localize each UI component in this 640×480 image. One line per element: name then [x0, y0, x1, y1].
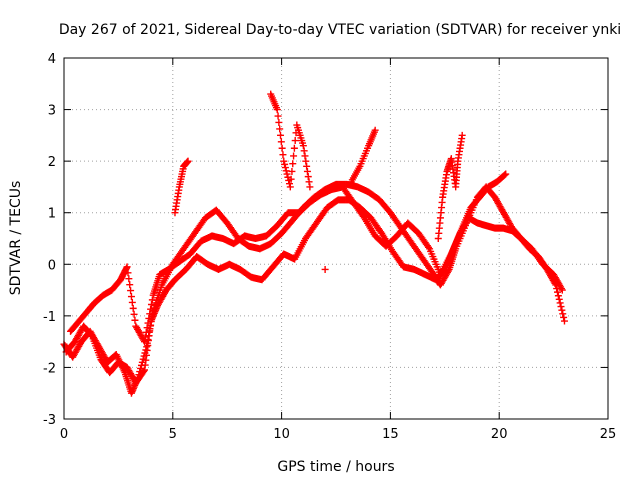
data-point: [129, 304, 137, 312]
data-point: [560, 313, 568, 321]
data-point: [126, 281, 134, 289]
data-point: [560, 317, 568, 325]
data-point: [501, 171, 509, 179]
x-tick-label: 0: [60, 427, 68, 442]
data-point: [502, 170, 510, 178]
data-point: [127, 287, 135, 295]
data-point: [424, 243, 432, 251]
y-tick-label: -3: [43, 413, 56, 428]
y-axis-label: SDTVAR / TECUs: [8, 181, 24, 296]
data-point: [305, 178, 313, 186]
data-point: [458, 135, 466, 143]
data-point: [554, 292, 562, 300]
y-tick-label: 4: [48, 52, 56, 67]
data-point: [140, 367, 148, 375]
data-point: [287, 175, 295, 183]
data-point: [552, 281, 560, 289]
data-point: [280, 157, 288, 165]
y-tick-label: 2: [48, 155, 56, 170]
data-point: [291, 137, 299, 145]
data-point: [370, 128, 378, 136]
data-point: [551, 279, 559, 287]
data-point: [277, 138, 285, 146]
data-point: [558, 306, 566, 314]
data-point: [556, 299, 564, 307]
data-point: [288, 167, 296, 175]
data-point: [130, 310, 138, 318]
y-tick-label: -2: [43, 361, 56, 376]
x-tick-label: 10: [273, 427, 290, 442]
data-point: [321, 265, 329, 273]
data-point: [124, 269, 132, 277]
data-point: [179, 165, 187, 173]
data-point: [141, 338, 149, 346]
data-point: [283, 170, 291, 178]
data-point: [555, 295, 563, 303]
data-point: [558, 286, 566, 294]
data-point: [304, 173, 312, 181]
data-point: [128, 298, 136, 306]
data-point: [123, 263, 131, 271]
y-tick-label: 1: [48, 207, 56, 222]
data-points: [60, 90, 568, 397]
data-point: [175, 186, 183, 194]
data-point: [125, 275, 133, 283]
data-point: [183, 158, 191, 166]
data-point: [553, 285, 561, 293]
data-point: [278, 144, 286, 152]
data-point: [303, 167, 311, 175]
data-point: [306, 183, 314, 191]
data-point: [289, 160, 297, 168]
x-tick-label: 15: [382, 427, 399, 442]
data-point: [290, 152, 298, 160]
data-point: [276, 125, 284, 133]
data-point: [554, 288, 562, 296]
data-point: [438, 198, 446, 206]
data-point: [355, 164, 363, 172]
y-tick-label: 0: [48, 258, 56, 273]
data-point: [277, 131, 285, 139]
grid-lines: [64, 58, 608, 419]
x-tick-label: 25: [600, 427, 617, 442]
data-point: [299, 139, 307, 147]
data-point: [148, 296, 156, 304]
data-point: [141, 333, 149, 341]
x-tick-label: 20: [491, 427, 508, 442]
data-point: [272, 104, 280, 112]
data-point: [281, 160, 289, 168]
data-point: [559, 310, 567, 318]
data-point: [131, 316, 139, 324]
data-point: [302, 157, 310, 165]
data-point: [300, 147, 308, 155]
plot-frame: [63, 57, 609, 420]
chart-title: Day 267 of 2021, Sidereal Day-to-day VTE…: [59, 22, 621, 38]
data-point: [274, 112, 282, 120]
data-point: [290, 144, 298, 152]
y-tick-label: 3: [48, 104, 56, 119]
data-point: [281, 164, 289, 172]
data-point: [454, 160, 462, 168]
data-point: [275, 118, 283, 126]
data-point: [147, 301, 155, 309]
data-point: [557, 303, 565, 311]
x-axis-label: GPS time / hours: [277, 459, 394, 475]
x-tick-label: 5: [169, 427, 177, 442]
data-point: [279, 151, 287, 159]
data-point: [301, 152, 309, 160]
data-point: [127, 293, 135, 301]
data-point: [286, 183, 294, 191]
data-point: [442, 171, 450, 179]
data-point: [285, 180, 293, 188]
data-point: [303, 162, 311, 170]
data-point: [364, 144, 372, 152]
y-tick-label: -1: [43, 310, 56, 325]
